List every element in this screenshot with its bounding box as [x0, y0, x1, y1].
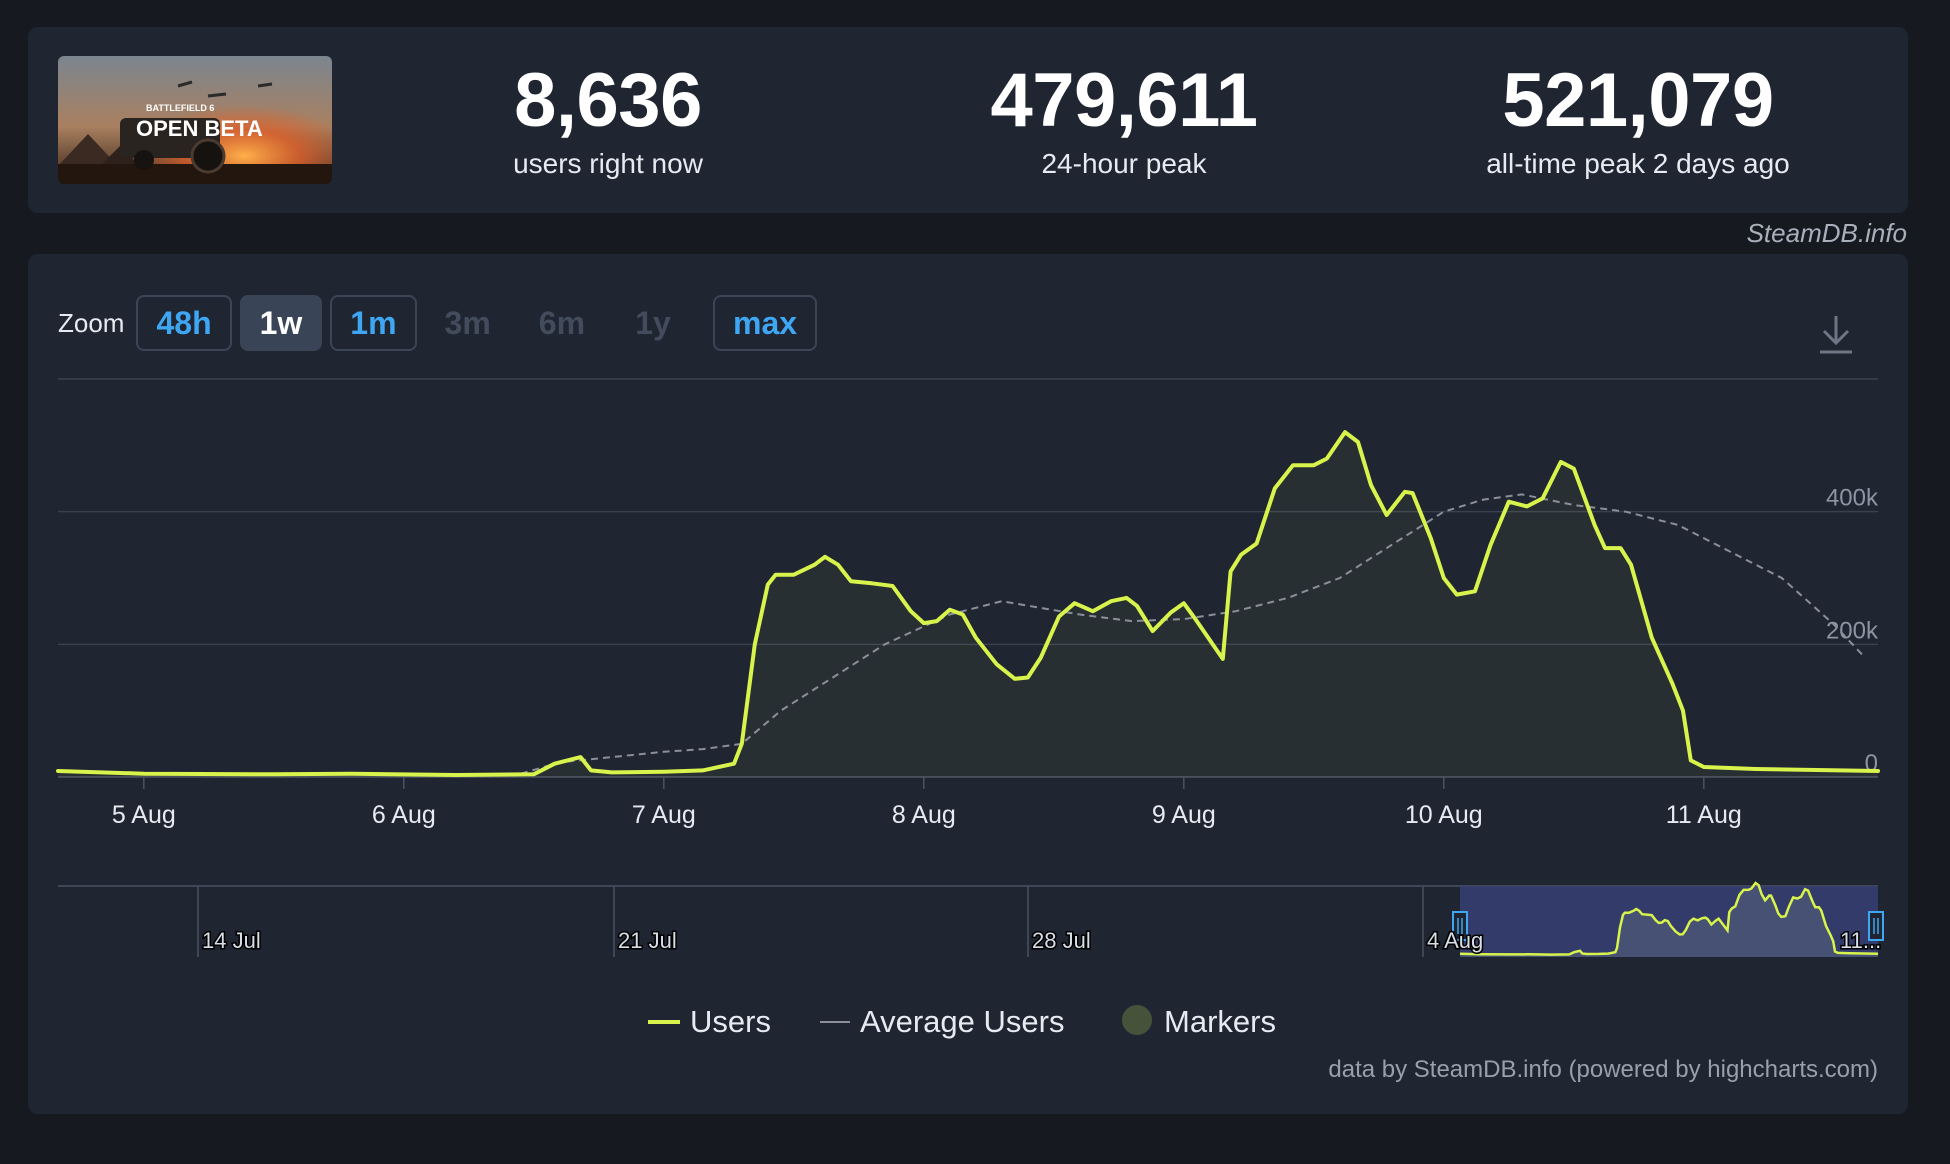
navigator-line: [1459, 881, 1879, 956]
stat-all-time-peak: 521,079 all-time peak 2 days ago: [1428, 57, 1848, 181]
navigator-left-handle[interactable]: [1452, 911, 1468, 941]
users-line: [56, 430, 1880, 777]
zoom-toolbar: Zoom 48h 1w 1m 3m 6m 1y max: [58, 294, 825, 352]
x-tick-label: 6 Aug: [372, 801, 436, 829]
zoom-48h-button[interactable]: 48h: [136, 295, 232, 351]
x-tick-label: 7 Aug: [632, 801, 696, 829]
zoom-max-button[interactable]: max: [713, 295, 818, 351]
x-tick-label: 9 Aug: [1152, 801, 1216, 829]
navigator-label: 4 Aug: [1427, 928, 1483, 953]
chart-panel: Zoom 48h 1w 1m 3m 6m 1y max 0 200k 400k 5 A…: [28, 254, 1908, 1114]
steamdb-credit[interactable]: SteamDB.info: [1746, 218, 1907, 248]
stat-current-users: 8,636 users right now: [398, 57, 818, 181]
y-tick-label: 400k: [1826, 485, 1879, 512]
stat-24h-peak-value: 479,611: [990, 58, 1258, 143]
game-thumbnail[interactable]: BATTLEFIELD 6 OPEN BETA: [58, 56, 332, 184]
x-tick-label: 10 Aug: [1405, 801, 1483, 829]
legend-markers-label: Markers: [1164, 1004, 1276, 1039]
zoom-1y-button: 1y: [635, 304, 671, 341]
stat-all-time-peak-value: 521,079: [1502, 58, 1774, 143]
navigator-handle-box: [1452, 911, 1468, 941]
navigator-right-handle[interactable]: [1868, 911, 1884, 941]
navigator-label: 11...: [1840, 928, 1881, 953]
stat-24h-peak-label: 24-hour peak: [1041, 148, 1207, 179]
x-tick-label: 11 Aug: [1666, 801, 1742, 829]
cover-title: OPEN BETA: [136, 116, 263, 141]
zoom-label: Zoom: [58, 307, 125, 338]
navigator-label: 14 Jul: [202, 928, 261, 953]
x-tick-label: 8 Aug: [892, 801, 956, 829]
stats-header: BATTLEFIELD 6 OPEN BETA 8,636 users righ…: [28, 27, 1908, 213]
x-tick-label: 5 Aug: [112, 801, 176, 829]
cover-subtitle: BATTLEFIELD 6: [146, 103, 214, 113]
chart-credits: data by SteamDB.info (powered by highcha…: [1328, 1056, 1878, 1083]
zoom-1m-button[interactable]: 1m: [330, 295, 417, 351]
stat-current-users-label: users right now: [513, 148, 703, 179]
zoom-6m-button: 6m: [538, 304, 586, 341]
stat-all-time-peak-label: all-time peak 2 days ago: [1486, 148, 1790, 179]
legend-average-label: Average Users: [860, 1004, 1064, 1039]
navigator-label: 28 Jul: [1032, 928, 1091, 953]
stat-current-users-value: 8,636: [514, 58, 702, 143]
navigator-label: 21 Jul: [618, 928, 677, 953]
zoom-3m-button: 3m: [444, 304, 491, 341]
legend-users-label: Users: [690, 1004, 771, 1039]
game-cover-image: BATTLEFIELD 6 OPEN BETA: [58, 56, 332, 184]
stat-24h-peak: 479,611 24-hour peak: [914, 57, 1334, 181]
zoom-1w-button[interactable]: 1w: [239, 295, 323, 351]
users-area: [58, 432, 1878, 777]
average-users-line: [520, 493, 1866, 775]
legend-markers-symbol: [1122, 1005, 1152, 1035]
y-tick-label: 200k: [1826, 617, 1879, 644]
navigator-handle-box: [1868, 911, 1884, 941]
download-icon[interactable]: [1816, 312, 1856, 356]
